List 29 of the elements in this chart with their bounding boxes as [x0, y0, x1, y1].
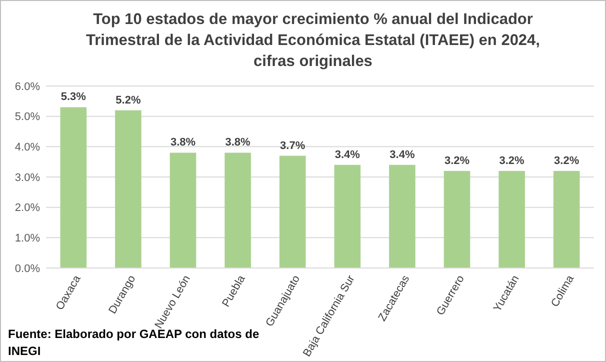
bar	[444, 170, 470, 268]
data-label: 3.8%	[225, 136, 251, 149]
bar	[389, 164, 416, 268]
chart-title: Top 10 estados de mayor crecimiento % anual del Indicador Trimestral de la Actividad Económica Estatal (ITAEE) en 2024, cifras originales	[86, 11, 540, 70]
bar	[224, 152, 251, 268]
bar	[115, 110, 142, 268]
y-tick-label: 1.0%	[14, 232, 40, 245]
bar	[60, 107, 87, 268]
data-label: 3.2%	[444, 154, 470, 167]
data-label: 3.2%	[499, 154, 525, 167]
bar	[553, 170, 580, 268]
data-label: 5.3%	[60, 91, 86, 104]
y-tick-label: 6.0%	[14, 80, 40, 93]
bar	[170, 152, 196, 268]
bar	[498, 170, 525, 268]
data-label: 3.4%	[390, 148, 415, 161]
data-label: 3.8%	[170, 136, 196, 149]
data-label: 3.7%	[280, 140, 306, 152]
y-tick-label: 0.0%	[14, 262, 40, 275]
y-tick-label: 5.0%	[14, 111, 40, 124]
data-label: 5.2%	[116, 94, 141, 106]
bar	[279, 156, 306, 268]
bar	[334, 164, 361, 268]
data-label: 3.4%	[334, 148, 360, 161]
y-tick-label: 3.0%	[14, 172, 40, 184]
source-note: Fuente: Elaborado por GAEAP con datos de INEGI	[8, 327, 260, 358]
y-tick-label: 2.0%	[14, 202, 40, 214]
y-tick-label: 4.0%	[14, 142, 40, 154]
data-label: 3.2%	[554, 154, 580, 167]
